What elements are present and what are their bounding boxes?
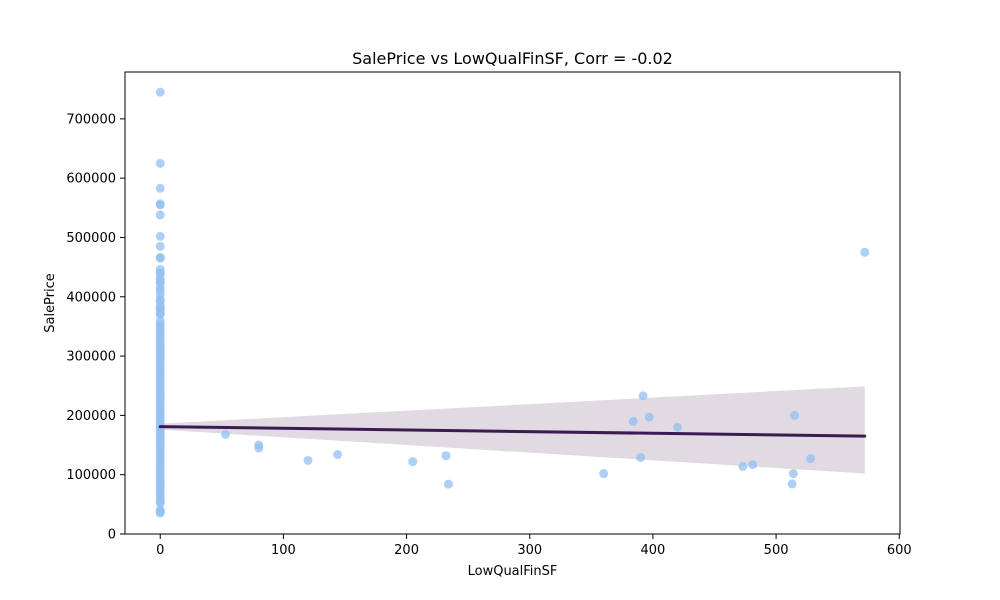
data-point xyxy=(788,469,798,479)
data-point xyxy=(333,450,343,460)
x-axis-label: LowQualFinSF xyxy=(468,564,558,579)
data-point xyxy=(443,479,453,489)
y-axis-label: SalePrice xyxy=(43,273,58,333)
y-tick-label: 100000 xyxy=(66,468,116,483)
data-point xyxy=(155,231,165,241)
regression-line-layer xyxy=(158,425,867,438)
data-point xyxy=(644,412,654,422)
data-point xyxy=(155,310,165,320)
data-point xyxy=(790,410,800,420)
y-tick-label: 600000 xyxy=(66,172,116,187)
data-point xyxy=(155,508,165,518)
x-tick-label: 600 xyxy=(887,543,912,558)
x-tick-label: 400 xyxy=(641,543,666,558)
data-point xyxy=(787,479,797,489)
data-point xyxy=(155,200,165,210)
y-tick-label: 400000 xyxy=(66,290,116,305)
data-point xyxy=(673,422,683,432)
data-point xyxy=(155,158,165,168)
data-point xyxy=(221,429,231,439)
data-point xyxy=(155,87,165,97)
y-tick-label: 700000 xyxy=(66,112,116,127)
chart-title: SalePrice vs LowQualFinSF, Corr = -0.02 xyxy=(352,49,673,68)
data-point xyxy=(155,183,165,193)
points-layer xyxy=(155,87,870,518)
x-tick-label: 300 xyxy=(517,543,542,558)
x-tick-label: 500 xyxy=(764,543,789,558)
data-point xyxy=(254,443,264,453)
data-point xyxy=(155,210,165,220)
data-point xyxy=(806,454,816,464)
data-point xyxy=(408,457,418,467)
y-tick-label: 200000 xyxy=(66,409,116,424)
data-point xyxy=(303,455,313,465)
y-tick-label: 500000 xyxy=(66,231,116,246)
regression-line xyxy=(158,425,867,438)
data-point xyxy=(155,241,165,251)
plot-area-frame xyxy=(124,71,901,535)
data-point xyxy=(628,416,638,426)
data-point xyxy=(738,461,748,471)
data-point xyxy=(599,469,609,479)
x-tick-label: 0 xyxy=(156,543,164,558)
x-axis: 0 100 200 300 400 500 600 xyxy=(156,534,912,558)
data-point xyxy=(748,460,758,470)
data-point xyxy=(441,451,451,461)
data-point xyxy=(636,452,646,462)
y-tick-label: 0 xyxy=(108,528,116,543)
x-tick-label: 100 xyxy=(271,543,296,558)
y-tick-label: 300000 xyxy=(66,350,116,365)
x-tick-label: 200 xyxy=(394,543,419,558)
y-axis: 0 100000 200000 300000 400000 500000 600000 700… xyxy=(66,112,125,543)
data-point xyxy=(155,498,165,508)
data-point xyxy=(638,391,648,401)
data-point xyxy=(860,247,870,257)
data-point xyxy=(155,253,165,263)
